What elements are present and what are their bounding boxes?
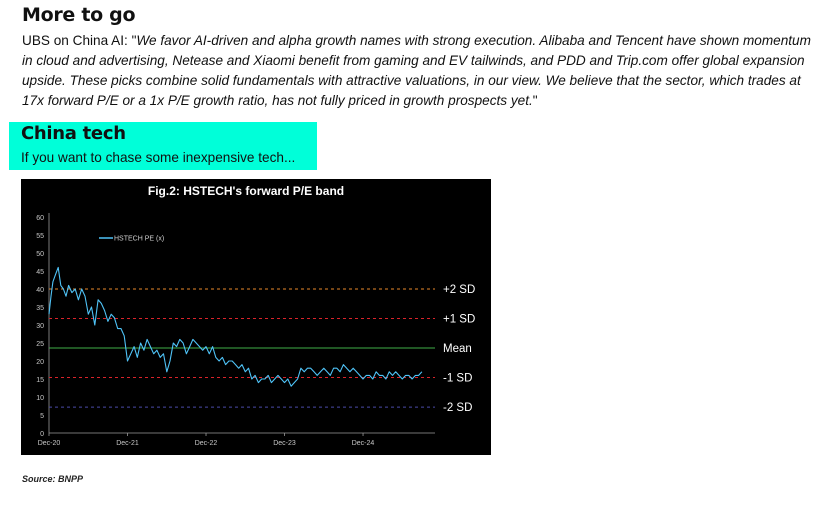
band-label-mean: Mean — [443, 343, 472, 355]
quote-tail: " — [532, 93, 538, 108]
x-tick-label: Dec-23 — [273, 440, 296, 447]
y-tick-label: 25 — [36, 341, 44, 348]
hstech-pe-band-chart: Fig.2: HSTECH's forward P/E band 0 5 10 15 20… — [21, 179, 491, 455]
section-heading-china-tech: China tech — [21, 123, 126, 144]
y-tick-label: 5 — [40, 413, 44, 420]
chart-background — [21, 179, 491, 455]
y-tick-label: 35 — [36, 305, 44, 312]
y-tick-label: 40 — [36, 287, 44, 294]
band-label-plus-1-sd: +1 SD — [443, 314, 475, 326]
quote-text: We favor AI-driven and alpha growth name… — [22, 33, 811, 108]
band-label-plus-2-sd: +2 SD — [443, 284, 475, 296]
y-tick-label: 45 — [36, 269, 44, 276]
y-tick-label: 10 — [36, 395, 44, 402]
quote-lead: UBS on China AI: " — [22, 33, 137, 48]
y-tick-label: 15 — [36, 377, 44, 384]
hstech-pe-series-line — [48, 266, 423, 387]
y-tick-label: 50 — [36, 251, 44, 258]
legend-label: HSTECH PE (x) — [114, 236, 164, 243]
section-subheading: If you want to chase some inexpensive te… — [21, 150, 296, 165]
x-tick-label: Dec-24 — [352, 440, 375, 447]
y-tick-label: 0 — [40, 431, 44, 438]
section-heading-more-to-go: More to go — [22, 4, 136, 26]
china-tech-banner: China tech If you want to chase some ine… — [9, 122, 317, 170]
chart-title: Fig.2: HSTECH's forward P/E band — [148, 184, 344, 198]
y-tick-label: 30 — [36, 323, 44, 330]
ubs-quote-paragraph: UBS on China AI: "We favor AI-driven and… — [22, 31, 812, 111]
y-tick-label: 60 — [36, 215, 44, 222]
y-tick-label: 20 — [36, 359, 44, 366]
source-note: Source: BNPP — [22, 474, 84, 484]
x-tick-label: Dec-21 — [116, 440, 139, 447]
band-label-minus-1-sd: -1 SD — [443, 373, 472, 385]
y-tick-label: 55 — [36, 233, 44, 240]
x-tick-label: Dec-22 — [195, 440, 218, 447]
band-label-minus-2-sd: -2 SD — [443, 402, 472, 414]
x-tick-label: Dec-20 — [38, 440, 61, 447]
